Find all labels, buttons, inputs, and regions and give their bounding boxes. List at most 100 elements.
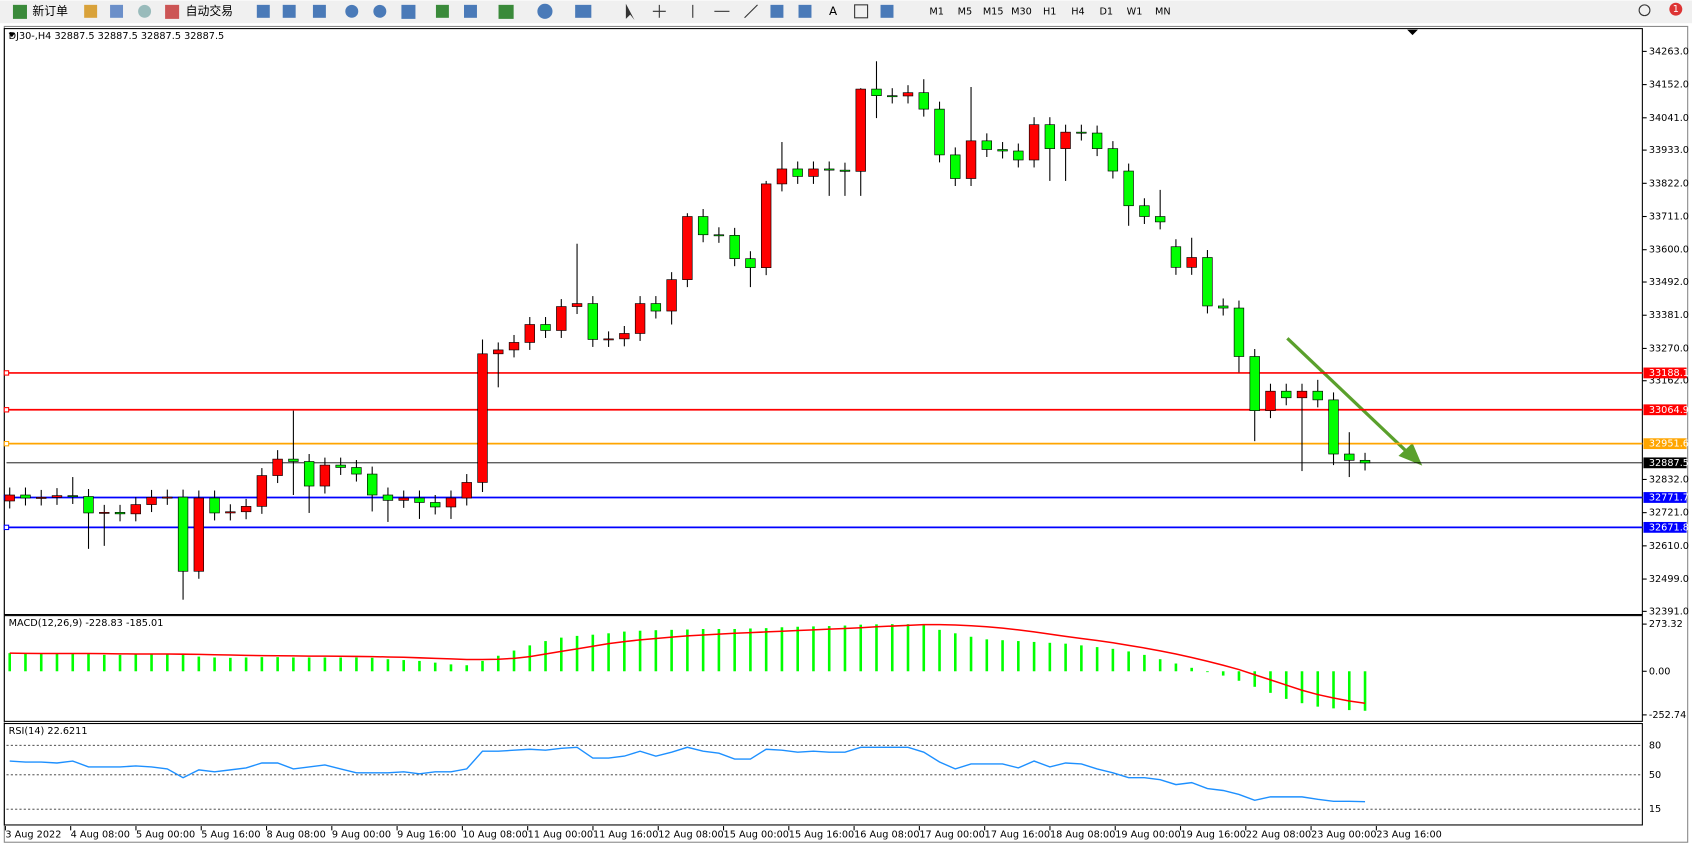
icon[interactable] <box>110 4 124 18</box>
macd-bar <box>1158 659 1162 672</box>
search[interactable] <box>1638 4 1651 17</box>
icon[interactable] <box>312 4 326 18</box>
icon[interactable] <box>138 4 152 18</box>
auto-trading-button[interactable]: 自动交易 <box>186 4 233 18</box>
x-tick-label: 4 Aug 08:00 <box>71 830 130 841</box>
icon[interactable] <box>282 4 296 18</box>
macd-bar <box>1347 671 1351 711</box>
notification-badge[interactable]: 1 <box>1673 4 1679 15</box>
candle-body <box>398 497 409 501</box>
timeframe-button[interactable]: H1 <box>1043 6 1056 17</box>
candle-body <box>83 496 94 514</box>
y-tick-label: 32721.0 <box>1649 508 1689 519</box>
panel-frame <box>3 722 1643 826</box>
macd-bar <box>481 660 484 672</box>
timeframe-button[interactable]: M15 <box>983 6 1004 17</box>
icon[interactable] <box>575 4 592 18</box>
timeframe-button[interactable]: M30 <box>1011 6 1032 17</box>
y-tick-label: 33162.0 <box>1649 376 1689 387</box>
y-tick-label: 32832.0 <box>1649 474 1689 485</box>
macd-bar <box>764 628 768 672</box>
y-tick-label: 0.00 <box>1649 666 1671 677</box>
macd-bar <box>465 665 469 672</box>
candle-body <box>1186 257 1197 268</box>
candle-body <box>319 464 331 487</box>
x-tick-label: 8 Aug 08:00 <box>267 830 326 841</box>
candle-body <box>619 333 630 340</box>
crosshair-tool[interactable] <box>652 4 666 18</box>
notification-badge-bg[interactable] <box>1669 2 1683 16</box>
macd-bar <box>496 655 500 672</box>
macd-bar <box>307 657 311 672</box>
macd-bar <box>843 625 847 672</box>
icon[interactable] <box>798 4 812 18</box>
macd-bar <box>638 630 642 672</box>
icon[interactable] <box>401 4 416 19</box>
y-tick-label: 32391.0 <box>1649 606 1689 617</box>
timeframe-button[interactable]: M5 <box>958 6 973 17</box>
auto-trading-icon[interactable] <box>165 4 180 19</box>
macd-bar <box>323 657 327 672</box>
trendline-tool[interactable] <box>744 4 758 19</box>
x-tick-label: 10 Aug 08:00 <box>462 830 527 841</box>
timeframe-button[interactable]: H4 <box>1071 6 1084 17</box>
macd-bar <box>418 660 421 672</box>
macd-bar <box>355 657 358 672</box>
y-tick-label: 34041.0 <box>1649 113 1689 124</box>
macd-bar <box>260 657 264 672</box>
macd-bar <box>1064 643 1067 672</box>
candle-body <box>682 216 693 280</box>
macd-bar <box>1363 671 1367 711</box>
text-tool[interactable]: A <box>829 4 838 18</box>
macd-bar <box>1221 671 1225 676</box>
x-tick-label: 16 Aug 08:00 <box>854 830 919 841</box>
macd-bar <box>244 657 248 672</box>
candle-body <box>697 216 709 236</box>
icon[interactable] <box>498 4 514 19</box>
level-handle <box>3 370 10 376</box>
candle-body <box>950 154 961 179</box>
new-order-icon[interactable] <box>12 4 27 19</box>
title-marker <box>8 32 16 38</box>
macd-bar <box>166 653 169 672</box>
candle-body <box>587 303 598 340</box>
icon[interactable] <box>256 4 270 18</box>
candle-body <box>634 303 646 334</box>
macd-bar <box>1017 641 1020 672</box>
icon[interactable] <box>770 4 784 18</box>
macd-bar <box>1237 671 1241 681</box>
x-tick-label: 5 Aug 00:00 <box>136 830 195 841</box>
price-level-label: 33064.9 <box>1649 405 1689 416</box>
timeframe-buttons: M1 M5 M15 M30 H1 H4 D1 W1 MN <box>929 6 1170 17</box>
price-level-tag <box>1643 521 1687 533</box>
label-tool[interactable] <box>854 4 869 19</box>
zoom-out[interactable] <box>373 4 387 18</box>
icon[interactable] <box>435 4 449 18</box>
macd-bar <box>827 626 831 672</box>
candle-body <box>1218 305 1229 309</box>
icon[interactable] <box>464 4 477 18</box>
timeframe-button[interactable]: M1 <box>929 6 944 17</box>
trend-arrow <box>1286 337 1417 462</box>
zoom-in[interactable] <box>345 4 359 18</box>
macd-bar <box>875 624 878 672</box>
panel-title: RSI(14) 22.6211 <box>9 726 88 737</box>
macd-bar <box>134 654 138 672</box>
new-order-button[interactable]: 新订单 <box>32 4 68 18</box>
icon[interactable] <box>880 4 894 18</box>
candle-body <box>288 458 299 462</box>
y-tick-label: 33711.0 <box>1649 212 1689 223</box>
timeframe-button[interactable]: MN <box>1155 6 1171 17</box>
macd-bar <box>1190 667 1193 672</box>
timeframe-button[interactable]: D1 <box>1099 6 1113 17</box>
icon[interactable] <box>537 3 553 19</box>
macd-bar <box>780 627 784 672</box>
macd-bar <box>1174 663 1178 672</box>
candle-body <box>177 496 189 572</box>
signal-line <box>9 623 1366 704</box>
timeframe-button[interactable]: W1 <box>1127 6 1143 17</box>
x-tick-label: 3 Aug 2022 <box>5 830 61 841</box>
macd-bar <box>213 657 216 672</box>
icon[interactable] <box>84 4 98 18</box>
macd-bar <box>370 657 374 672</box>
